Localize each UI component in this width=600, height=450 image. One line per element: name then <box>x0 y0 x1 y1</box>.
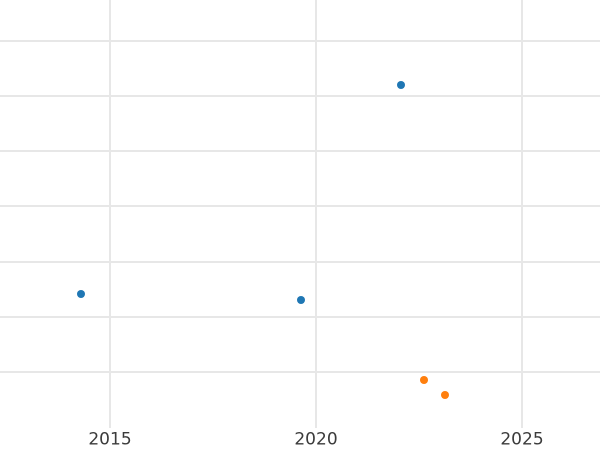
gridline-vertical <box>315 0 317 428</box>
x-tick-label-2025: 2025 <box>500 429 544 450</box>
data-point-series-blue <box>77 290 85 298</box>
gridline-horizontal <box>0 316 600 318</box>
x-tick-label-2015: 2015 <box>88 429 132 450</box>
gridline-horizontal <box>0 40 600 42</box>
data-point-series-blue <box>397 81 405 89</box>
gridline-horizontal <box>0 95 600 97</box>
gridline-horizontal <box>0 150 600 152</box>
x-tick-label-2020: 2020 <box>294 429 338 450</box>
gridline-horizontal <box>0 261 600 263</box>
gridline-horizontal <box>0 371 600 373</box>
gridline-horizontal <box>0 205 600 207</box>
gridline-vertical <box>109 0 111 428</box>
gridline-vertical <box>521 0 523 428</box>
data-point-series-orange <box>420 376 428 384</box>
data-point-series-blue <box>297 296 305 304</box>
data-point-series-orange <box>441 391 449 399</box>
